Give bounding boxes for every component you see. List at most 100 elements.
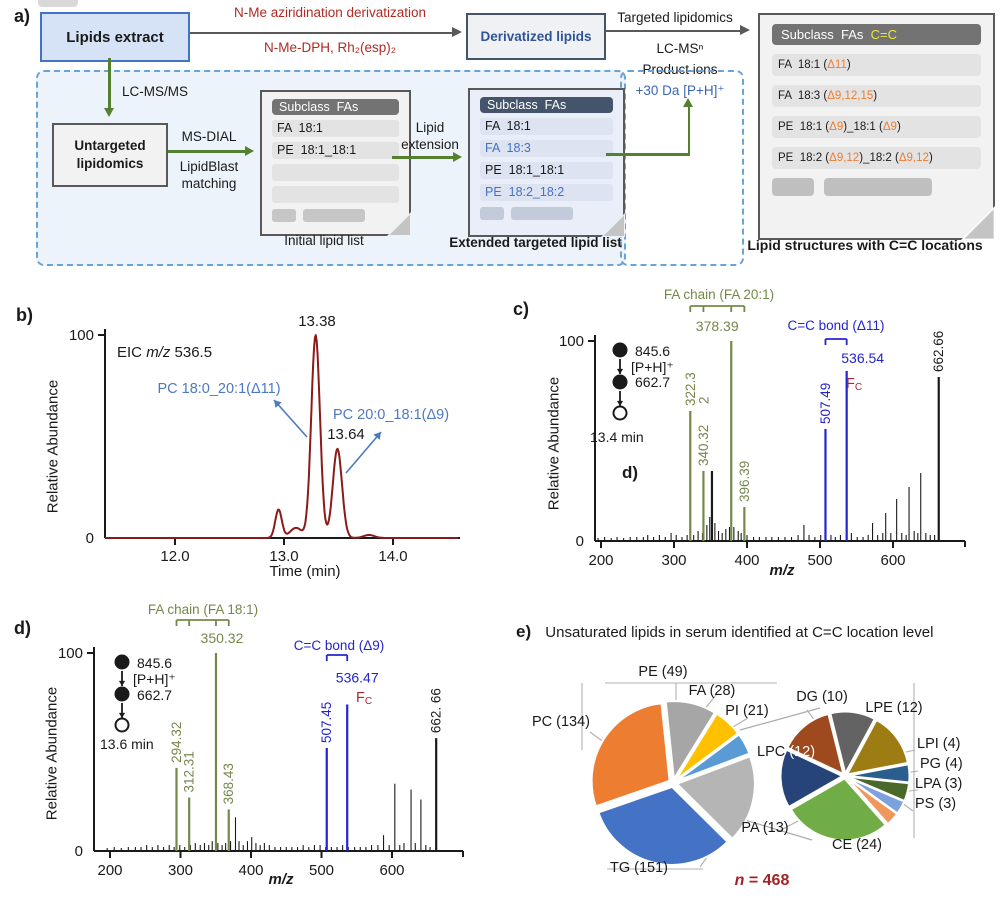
lipid-extension-arrowhead (453, 152, 462, 162)
pie-slice-secondary-DG (829, 710, 877, 777)
cc-bond-title-d: C=C bond (Δ9) (293, 638, 385, 653)
fc-label-c: FC (846, 376, 862, 393)
peak-label: 340.32 (696, 425, 711, 466)
x-tick-label: 300 (661, 552, 686, 569)
doc-header: Subclass FAs (480, 97, 613, 113)
lipids-extract-label: Lipids extract (66, 28, 164, 46)
msdial-arrow-line (168, 150, 246, 153)
eic-prefix: EIC (117, 344, 147, 361)
pie-label-PA: PA (13) (741, 820, 789, 836)
intermediate-mz-d: 662.7 (137, 687, 173, 703)
panel-b-label: b) (16, 305, 33, 325)
doc-header: Subclass FAs C=C (772, 24, 981, 45)
y-tick-label: 0 (75, 843, 83, 860)
derivatized-lipids-box: Derivatized lipids (466, 13, 606, 60)
doc-row-segment: PE 18:1 ( (778, 121, 830, 133)
doc-row: FA 18:1 (Δ11) (772, 54, 981, 76)
legend-arrow-2-head (118, 712, 126, 718)
msdial-label: MS-DIAL (181, 129, 237, 144)
doc-row-segment: ) (873, 90, 878, 102)
fc-main-c: F (846, 376, 855, 392)
pie-slice-secondary-PS (846, 776, 899, 826)
x-tick-label: 200 (588, 552, 613, 569)
panel-c-xlabel: m/z (769, 562, 795, 579)
pie-slice-main-PI (675, 732, 751, 783)
pie-slice-main-PC (590, 702, 671, 808)
fc-main-d: F (356, 690, 365, 706)
fragment-ion-icon (612, 405, 628, 421)
elbow-arrow-vertical (687, 106, 690, 155)
eic-chromatogram: 100 0 12.0 13.0 14.0 (69, 327, 460, 565)
initial-lipid-list-doc: Subclass FAs FA 18:1 PE 18:1_18:1 (260, 90, 411, 236)
x-tick-label: 500 (807, 552, 832, 569)
pie-label-LPC-black: LPC (757, 744, 790, 760)
series-line-top (739, 707, 821, 731)
lipidblast-label: LipidBlast matching (179, 159, 239, 191)
doc-row-segment: PE 18:2_18:2 (485, 185, 565, 199)
doc-row: PE 18:2_18:2 (480, 184, 613, 201)
doc-blob (480, 207, 504, 220)
lipid-extension-label: Lipid extension (401, 120, 459, 152)
stray-d-label: d) (622, 463, 639, 482)
doc-blob-row (772, 178, 981, 196)
doc-row: PE 18:1 (Δ9)_18:1 (Δ9) (772, 116, 981, 138)
x-tick-label: 400 (734, 552, 759, 569)
fragment-ion-icon (114, 717, 130, 733)
doc-row-segment: )_18:1 ( (843, 121, 883, 133)
doc-row: FA 18:1 (480, 118, 613, 135)
eic-annotation: EIC m/z 536.5 (117, 344, 212, 361)
pie-slice-secondary-LPC (785, 712, 845, 776)
panel-b-ylabel: Relative Abundance (44, 379, 62, 514)
x-tick-label: 14.0 (378, 548, 407, 565)
rt-label-c: 13.4 min (590, 429, 644, 445)
lcmsms-label: LC-MS/MS (122, 84, 189, 99)
pie-n-total: n = 468 (712, 872, 812, 890)
lcmsms-arrow-line (108, 58, 111, 110)
elbow-arrowhead (683, 98, 693, 107)
doc-blob (824, 178, 932, 196)
doc-row-segment: FA 18:3 (485, 141, 531, 155)
pie-label-LPI: LPI (4) (917, 736, 961, 752)
lipid1-annotation: PC 18:0_20:1(Δ11) (157, 381, 281, 397)
annotation-arrow-2-head (373, 432, 381, 440)
x-tick-label: 13.0 (269, 548, 298, 565)
panel-d-xlabel: m/z (268, 871, 294, 888)
x-tick-label: 600 (379, 862, 404, 879)
untargeted-line2: lipidomics (76, 156, 144, 171)
peak-label: 312.31 (182, 751, 197, 792)
product-ion-icon (114, 686, 130, 702)
panel-d-label: d) (14, 618, 31, 638)
adduct-c: [P+H]⁺ (631, 359, 674, 375)
derivatization-title: N-Me aziridination derivatization (233, 5, 427, 20)
annotation-arrow-1-head (274, 400, 282, 408)
derivatized-lipids-label: Derivatized lipids (480, 29, 592, 44)
extended-list-caption: Extended targeted lipid list (449, 235, 622, 250)
pie-label-PS: PS (3) (915, 796, 957, 812)
peak2-rt-label: 13.64 (327, 426, 365, 443)
x-tick-label: 400 (238, 862, 263, 879)
doc-row: FA 18:3 (Δ9,12,15) (772, 85, 981, 107)
pie-label-PI: PI (21) (725, 703, 769, 719)
doc-row (272, 186, 399, 203)
peak-label: 350.32 (201, 630, 244, 646)
y-tick-label: 100 (559, 333, 584, 350)
precursor-ion-icon (612, 342, 628, 358)
pie-label-LPE: LPE (12) (865, 700, 923, 716)
series-line-bottom (737, 817, 813, 841)
pie-slice-secondary-CE (789, 777, 888, 842)
panel-c-ylabel: Relative Abundance (545, 376, 563, 511)
lcmsms-arrowhead (104, 108, 114, 117)
lipids-extract-box: Lipids extract (40, 12, 190, 62)
doc-blob (303, 209, 365, 222)
panel-c-label: c) (513, 299, 530, 319)
x-tick-label: 200 (97, 862, 122, 879)
cc-bond-title-c: C=C bond (Δ11) (787, 318, 885, 333)
peak1-rt-label: 13.38 (298, 313, 336, 330)
doc-row-segment: Δ9,12 (898, 152, 929, 164)
derivatization-arrow-line (190, 32, 452, 35)
lcmsn-label: LC-MSⁿ (656, 41, 704, 56)
doc-row: FA 18:3 (480, 140, 613, 157)
folded-corner (601, 213, 625, 237)
doc-row-segment: ) (896, 121, 901, 133)
